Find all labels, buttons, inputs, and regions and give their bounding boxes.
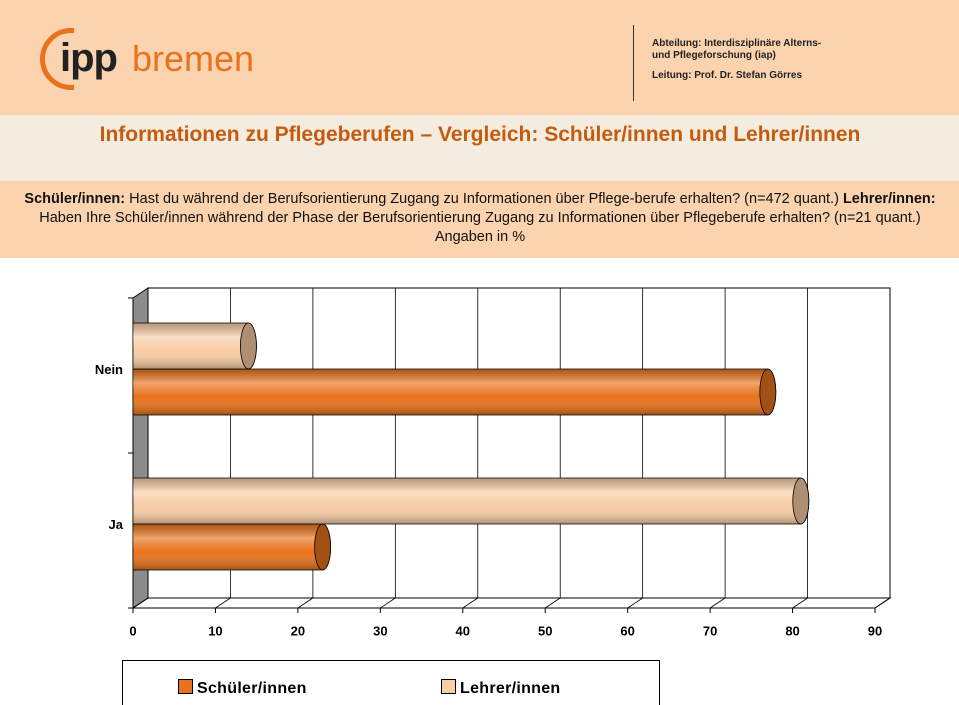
y-tick-label: Nein: [95, 362, 123, 377]
bar-shade: [133, 524, 331, 570]
x-tick-label: 40: [456, 623, 470, 638]
chart-title: Informationen zu Pflegeberufen – Verglei…: [99, 123, 861, 146]
bar-shade: [133, 478, 809, 524]
legend-swatch: [441, 679, 456, 694]
logo-bremen: bremen: [132, 38, 255, 79]
lead: Leitung: Prof. Dr. Stefan Görres: [652, 70, 803, 81]
grid-line: [874, 288, 891, 609]
bar: [132, 322, 257, 370]
subtitle: Schüler/innen: Hast du während der Beruf…: [20, 190, 940, 247]
subtitle-part: Lehrer/innen:: [842, 191, 936, 207]
department-line: Abteilung: Interdisziplinäre Alterns-: [652, 38, 822, 49]
bar: [132, 477, 810, 525]
bar-cap-shade: [792, 478, 809, 524]
bar-shade: [133, 323, 257, 369]
header-band: [0, 0, 959, 115]
y-tick-label: Ja: [109, 517, 124, 532]
subtitle-part: Haben Ihre Schüler/innen während der Pha…: [39, 210, 921, 245]
x-tick-label: 80: [785, 623, 799, 638]
legend-label: Schüler/innen: [197, 680, 307, 697]
department: Abteilung: Interdisziplinäre Alterns- un…: [652, 38, 912, 82]
x-tick-label: 0: [129, 623, 136, 638]
x-tick-label: 30: [373, 623, 387, 638]
bar-cap-shade: [314, 524, 331, 570]
bar-cap: [240, 322, 257, 370]
floor: [131, 597, 892, 609]
x-tick-label: 70: [703, 623, 717, 638]
legend-label: Lehrer/innen: [460, 680, 561, 697]
subtitle-part: Schüler/innen:: [24, 191, 126, 207]
bar: [132, 523, 332, 571]
x-tick-label: 60: [620, 623, 634, 638]
bar-cap-shade: [240, 323, 257, 369]
title-band: [0, 115, 959, 181]
department-line: und Pflegeforschung (iap): [652, 50, 776, 61]
grid-line: [792, 288, 808, 609]
subtitle-band: [0, 181, 959, 258]
subtitle-part: Hast du während der Berufsorientierung Z…: [125, 191, 843, 207]
legend: Schüler/innen Lehrer/innen: [122, 660, 660, 705]
divider: [633, 25, 634, 101]
legend-item: Lehrer/innen: [441, 679, 561, 698]
bar: [132, 368, 777, 416]
x-tick-label: 90: [868, 623, 882, 638]
logo-ipp: ipp: [60, 36, 118, 80]
bar-cap: [759, 368, 777, 416]
legend-item: Schüler/innen: [178, 679, 307, 698]
bar-shade: [133, 369, 776, 415]
bar-cap-shade: [759, 369, 776, 415]
legend-swatch: [178, 679, 193, 694]
bar-cap: [792, 477, 810, 525]
x-tick-label: 50: [538, 623, 552, 638]
x-tick-label: 10: [208, 623, 222, 638]
x-tick-label: 20: [291, 623, 305, 638]
